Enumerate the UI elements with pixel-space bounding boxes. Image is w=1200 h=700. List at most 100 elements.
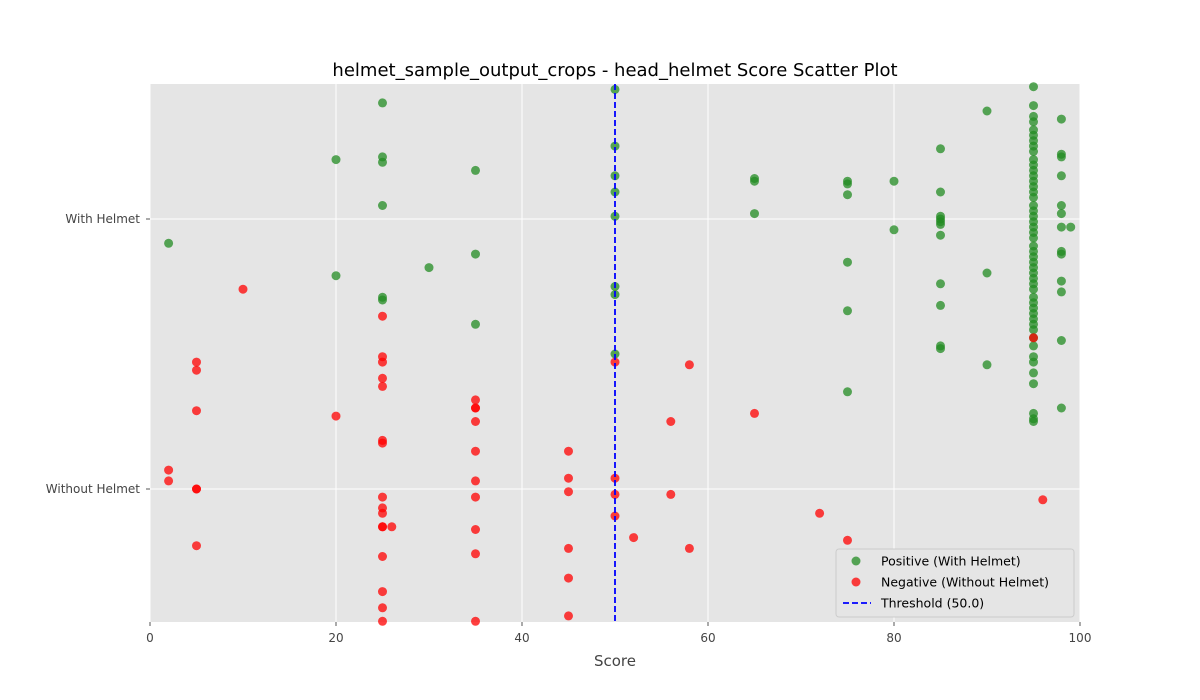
x-axis-ticks: 0 20 40 60 80 100 <box>146 622 1091 645</box>
data-point-negative <box>610 357 620 367</box>
data-point-positive <box>1029 325 1038 335</box>
data-point-negative <box>684 543 694 553</box>
data-point-positive <box>936 187 945 197</box>
data-point-negative <box>471 492 480 502</box>
legend-label-positive: Positive (With Helmet) <box>881 554 1021 569</box>
data-point-positive <box>843 179 852 189</box>
data-point-positive <box>750 174 759 183</box>
data-point-positive <box>982 268 992 278</box>
x-tick-label: 100 <box>1069 631 1092 645</box>
data-point-positive <box>1029 341 1038 351</box>
data-point-positive <box>936 279 945 289</box>
data-point-negative <box>471 616 480 626</box>
legend-marker-positive <box>851 556 861 566</box>
data-point-positive <box>1056 276 1066 286</box>
data-point-positive <box>378 157 387 167</box>
data-point-negative <box>378 616 387 626</box>
data-point-negative <box>471 525 480 534</box>
data-point-positive <box>1029 417 1038 426</box>
data-point-negative <box>610 473 620 483</box>
data-point-positive <box>1029 82 1038 92</box>
data-point-negative <box>378 492 387 502</box>
data-point-negative <box>378 552 387 561</box>
data-point-positive <box>164 238 174 248</box>
data-point-positive <box>1029 117 1038 127</box>
data-point-negative <box>331 411 341 421</box>
data-point-negative <box>471 403 480 413</box>
data-point-positive <box>982 106 992 116</box>
y-tick-label: Without Helmet <box>46 482 141 496</box>
data-point-positive <box>1029 101 1038 111</box>
data-points <box>164 82 1076 626</box>
data-point-positive <box>1029 368 1038 378</box>
data-point-negative <box>378 508 387 518</box>
data-point-negative <box>564 543 573 553</box>
data-point-negative <box>387 522 397 532</box>
data-point-negative <box>629 533 639 543</box>
y-axis-ticks: With Helmet Without Helmet <box>46 212 150 496</box>
data-point-positive <box>936 219 945 229</box>
data-point-negative <box>471 446 480 456</box>
data-point-negative <box>192 484 201 494</box>
data-point-negative <box>238 284 248 294</box>
data-point-positive <box>424 263 434 273</box>
data-point-positive <box>1056 336 1066 345</box>
data-point-positive <box>610 211 620 221</box>
data-point-positive <box>1056 403 1066 413</box>
data-point-negative <box>378 587 387 597</box>
data-point-positive <box>1056 152 1066 162</box>
data-point-negative <box>564 611 573 621</box>
data-point-negative <box>378 373 387 383</box>
data-point-negative <box>164 465 174 475</box>
data-point-positive <box>1056 201 1066 210</box>
data-point-negative <box>666 417 676 426</box>
x-tick-label: 60 <box>700 631 715 645</box>
data-point-negative <box>192 357 201 367</box>
data-point-positive <box>1029 357 1038 367</box>
x-tick-label: 40 <box>514 631 529 645</box>
data-point-positive <box>1056 287 1066 297</box>
data-point-negative <box>192 365 201 375</box>
x-tick-label: 0 <box>146 631 154 645</box>
x-tick-label: 80 <box>886 631 901 645</box>
data-point-positive <box>1029 379 1038 389</box>
data-point-positive <box>889 225 899 235</box>
data-point-positive <box>1056 222 1066 232</box>
data-point-positive <box>471 165 480 175</box>
data-point-negative <box>378 381 387 391</box>
legend-label-negative: Negative (Without Helmet) <box>881 575 1049 590</box>
data-point-positive <box>1056 171 1066 181</box>
data-point-negative <box>378 357 387 367</box>
data-point-positive <box>1029 147 1038 156</box>
data-point-negative <box>564 487 573 497</box>
y-tick-label: With Helmet <box>65 212 140 226</box>
data-point-positive <box>936 341 945 351</box>
data-point-negative <box>378 438 387 448</box>
data-point-negative <box>471 549 480 559</box>
data-point-positive <box>1056 209 1066 219</box>
legend-marker-negative <box>851 577 861 587</box>
legend-label-threshold: Threshold (50.0) <box>880 596 984 611</box>
data-point-positive <box>936 144 945 154</box>
data-point-negative <box>1038 495 1048 505</box>
data-point-positive <box>1029 284 1038 294</box>
chart-title: helmet_sample_output_crops - head_helmet… <box>332 60 897 81</box>
data-point-positive <box>1029 233 1038 243</box>
grid-lines <box>149 84 1081 622</box>
data-point-negative <box>815 508 825 518</box>
data-point-positive <box>982 360 992 370</box>
legend-box <box>835 548 1075 618</box>
data-point-negative <box>843 535 852 545</box>
data-point-negative <box>564 473 573 483</box>
data-point-positive <box>378 201 387 210</box>
data-point-negative <box>564 573 573 583</box>
data-point-negative <box>378 522 387 532</box>
data-point-positive <box>936 300 945 310</box>
data-point-positive <box>750 209 759 219</box>
data-point-positive <box>1056 249 1066 259</box>
data-point-positive <box>936 230 945 240</box>
data-point-negative <box>378 311 387 321</box>
data-point-positive <box>843 306 852 316</box>
data-point-negative <box>378 603 387 613</box>
